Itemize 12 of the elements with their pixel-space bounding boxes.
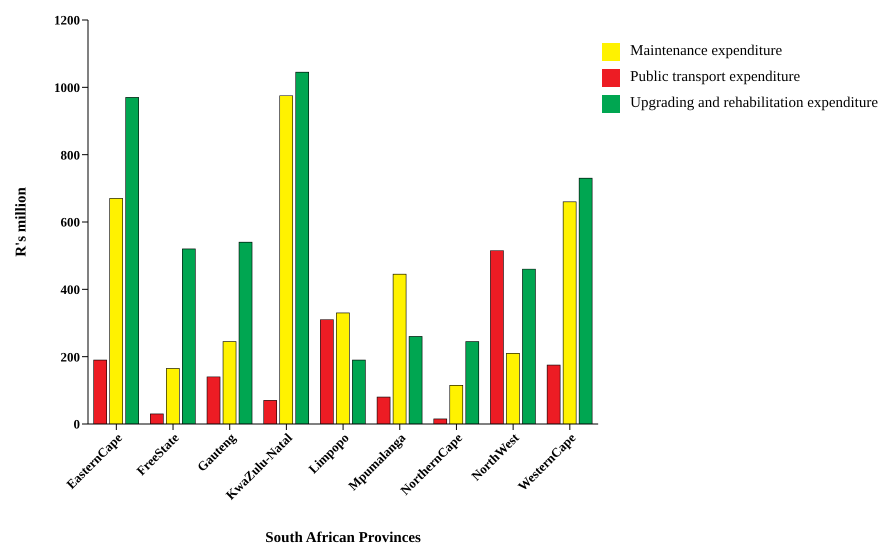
y-tick-label: 600 <box>60 214 80 230</box>
y-tick-label: 1200 <box>54 12 80 28</box>
y-tick-label: 0 <box>74 416 80 432</box>
x-axis-title: South African Provinces <box>265 530 422 546</box>
y-axis-title: R's million <box>13 186 30 257</box>
y-tick-label: 1000 <box>54 80 80 95</box>
legend-label: Public transport expenditure <box>630 69 800 85</box>
y-tick-label: 400 <box>60 282 80 297</box>
legend-label: Upgrading and rehabilitation expenditure <box>630 95 878 111</box>
y-tick-label: 200 <box>60 349 80 364</box>
y-tick-label: 800 <box>60 147 80 162</box>
legend-label: Maintenance expenditure <box>630 43 782 59</box>
